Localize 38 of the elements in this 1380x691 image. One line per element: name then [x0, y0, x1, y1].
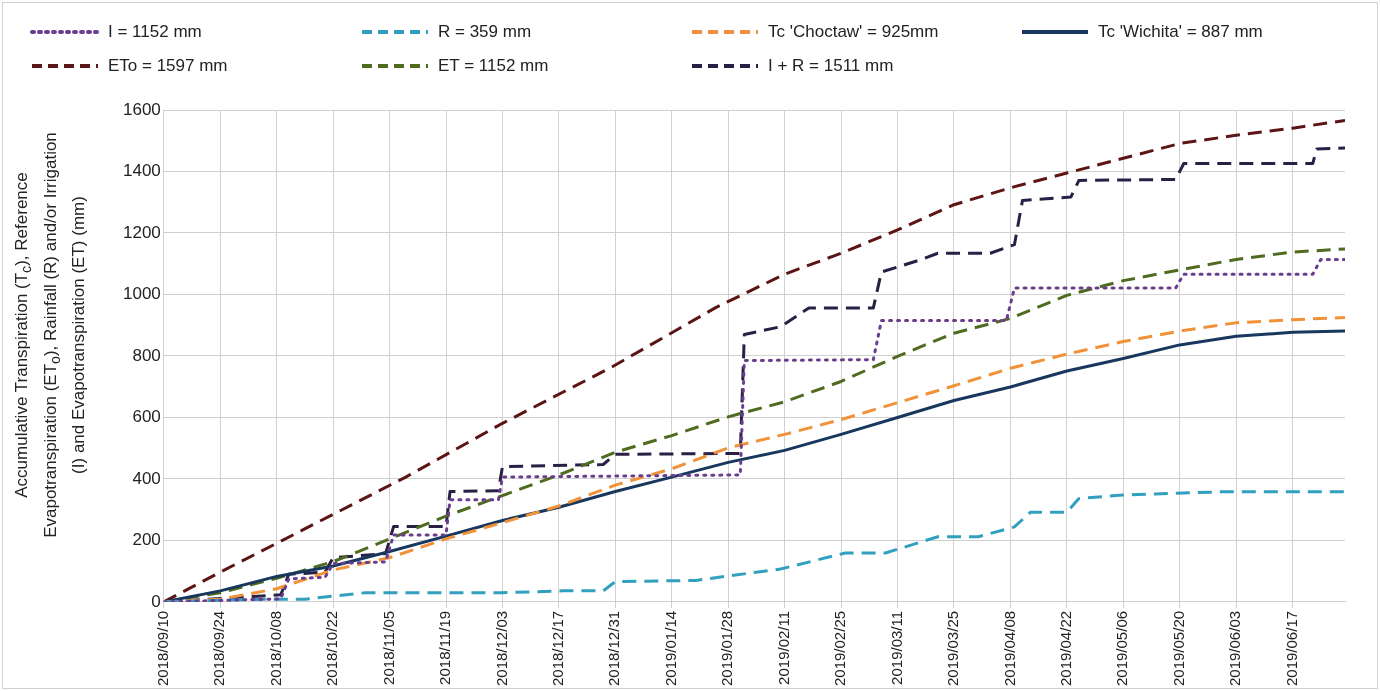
- legend-label: R = 359 mm: [438, 22, 532, 42]
- x-tick-label: 2018/09/10: [153, 610, 171, 686]
- x-tick-label: 2018/12/17: [549, 610, 567, 686]
- x-tick-label: 2018/11/19: [436, 610, 454, 685]
- legend-label: Tc 'Wichita' = 887 mm: [1098, 22, 1263, 42]
- legend-label: I = 1152 mm: [108, 22, 202, 42]
- legend-label: I + R = 1511 mm: [768, 56, 894, 76]
- x-tick-label: 2018/10/22: [323, 610, 341, 686]
- y-tick-label: 1400: [122, 161, 161, 181]
- y-tick-label: 1600: [122, 99, 161, 119]
- x-tick-label: 2019/01/14: [661, 610, 679, 686]
- x-tick-label: 2019/04/22: [1056, 610, 1074, 686]
- line-series: [163, 490, 1345, 602]
- legend-label: ETo = 1597 mm: [108, 56, 228, 76]
- x-tick-label: 2019/06/03: [1226, 610, 1244, 686]
- x-tick-label: 2018/09/24: [210, 610, 228, 686]
- y-tick-label: 1200: [122, 222, 161, 242]
- x-tick-label: 2019/02/11: [774, 610, 792, 685]
- x-tick-label: 2018/12/03: [492, 610, 510, 686]
- x-tick-label: 2018/10/08: [266, 610, 284, 686]
- legend-label: ET = 1152 mm: [438, 56, 549, 76]
- x-tick-label: 2018/11/05: [379, 610, 397, 685]
- x-tick-label: 2019/05/06: [1113, 610, 1131, 686]
- x-tick-label: 2018/12/31: [605, 610, 623, 686]
- legend-label: Tc 'Choctaw' = 925mm: [768, 22, 939, 42]
- x-tick-label: 2019/03/11: [887, 610, 905, 685]
- y-tick-label: 1000: [122, 284, 161, 304]
- x-tick-label: 2019/03/25: [944, 610, 962, 686]
- x-tick-label: 2019/06/17: [1282, 610, 1300, 686]
- y-tick-label: 200: [132, 530, 161, 550]
- y-tick-label: 400: [132, 468, 161, 488]
- y-tick-label: 600: [132, 407, 161, 427]
- y-tick-label: 0: [151, 591, 161, 611]
- y-tick-label: 800: [132, 345, 161, 365]
- x-tick-label: 2019/01/28: [718, 610, 736, 686]
- x-tick-label: 2019/05/20: [1169, 610, 1187, 686]
- x-tick-label: 2019/04/08: [1000, 610, 1018, 686]
- x-tick-label: 2019/02/25: [831, 610, 849, 686]
